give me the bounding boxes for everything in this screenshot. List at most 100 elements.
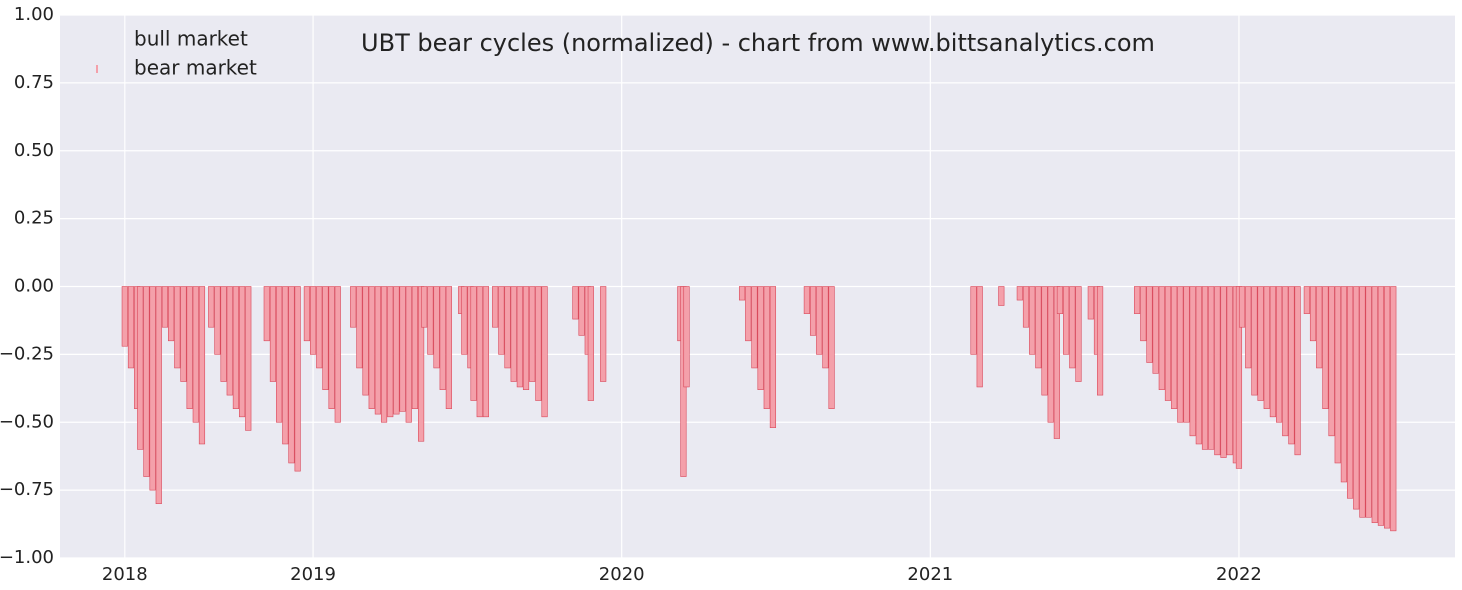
bar	[1096, 286, 1104, 396]
bar	[328, 286, 335, 409]
bar	[1146, 286, 1153, 363]
bar	[757, 286, 764, 390]
x-tick-label: 2022	[1216, 564, 1262, 585]
bar	[405, 286, 412, 423]
bar	[1257, 286, 1264, 401]
bar	[1220, 286, 1227, 458]
bar	[269, 286, 277, 382]
bar	[1340, 286, 1347, 483]
bar	[998, 286, 1005, 306]
bar	[600, 286, 607, 382]
bar	[1245, 286, 1252, 369]
bar	[399, 286, 406, 412]
bar	[1371, 286, 1378, 524]
bar	[1226, 286, 1233, 456]
bar	[180, 286, 187, 382]
bar	[121, 286, 128, 347]
bar	[387, 286, 394, 418]
x-tick-label: 2021	[907, 564, 953, 585]
bar	[492, 286, 499, 328]
bar	[1384, 286, 1391, 529]
bar	[1134, 286, 1141, 314]
bar	[1171, 286, 1178, 409]
bar	[683, 286, 690, 388]
x-tick-label: 2020	[599, 564, 645, 585]
bar	[1359, 286, 1366, 518]
bar	[1365, 286, 1372, 518]
bar	[137, 286, 144, 450]
bar	[816, 286, 823, 355]
bar	[578, 286, 585, 336]
bar	[1063, 286, 1070, 355]
bar	[316, 286, 323, 369]
bar	[1316, 286, 1323, 369]
y-tick-label: 0.25	[14, 208, 54, 229]
bar	[245, 286, 252, 431]
bar	[350, 286, 357, 328]
bar	[1269, 286, 1276, 418]
bar	[516, 286, 523, 388]
bar	[263, 286, 270, 342]
bar	[214, 286, 221, 355]
bar	[1201, 286, 1209, 450]
bar	[809, 286, 817, 336]
y-tick-label: −0.50	[0, 411, 54, 432]
bar	[143, 286, 150, 477]
y-tick-label: 0.75	[14, 72, 54, 93]
bar	[192, 286, 199, 423]
bar	[276, 286, 283, 423]
bar	[393, 286, 400, 415]
bar	[461, 286, 468, 355]
bar	[427, 286, 434, 355]
bar	[1183, 286, 1190, 423]
bar	[1035, 286, 1042, 369]
y-tick-label: 0.00	[14, 276, 54, 297]
bar	[149, 286, 156, 491]
bar	[1195, 286, 1202, 445]
bar	[232, 286, 239, 409]
bar	[1309, 286, 1317, 342]
bar	[476, 286, 483, 418]
bar	[522, 286, 530, 390]
bar	[127, 286, 135, 369]
bar	[439, 286, 446, 390]
bar	[970, 286, 977, 355]
bar	[161, 286, 169, 328]
bar	[751, 286, 758, 369]
bar	[1164, 286, 1172, 401]
bar	[1377, 286, 1385, 526]
x-tick-label: 2018	[102, 564, 148, 585]
bar	[1016, 286, 1023, 301]
bar	[1288, 286, 1295, 445]
bar	[1328, 286, 1335, 437]
bar	[186, 286, 193, 409]
bar	[155, 286, 162, 504]
bar	[1390, 286, 1397, 532]
bar	[738, 286, 746, 301]
bar	[769, 286, 777, 428]
bar	[362, 286, 369, 396]
y-tick-label: 0.50	[14, 140, 54, 161]
bar	[470, 286, 477, 401]
bar	[1177, 286, 1184, 423]
bar	[1276, 286, 1283, 423]
bar	[226, 286, 233, 396]
bar	[1189, 286, 1196, 437]
bar	[1140, 286, 1147, 342]
bar	[1053, 286, 1060, 439]
bar	[1029, 286, 1036, 355]
bar	[763, 286, 770, 409]
bar	[828, 286, 835, 409]
bar	[1303, 286, 1310, 314]
bar	[220, 286, 227, 382]
bar	[334, 286, 341, 423]
bar	[1158, 286, 1165, 390]
bar	[1087, 286, 1094, 320]
bar	[198, 286, 206, 445]
bar	[374, 286, 381, 415]
legend-label: bear market	[134, 56, 257, 80]
bar	[1353, 286, 1360, 510]
bar	[1346, 286, 1354, 499]
y-tick-label: 1.00	[14, 4, 54, 25]
x-tick-label: 2019	[290, 564, 336, 585]
